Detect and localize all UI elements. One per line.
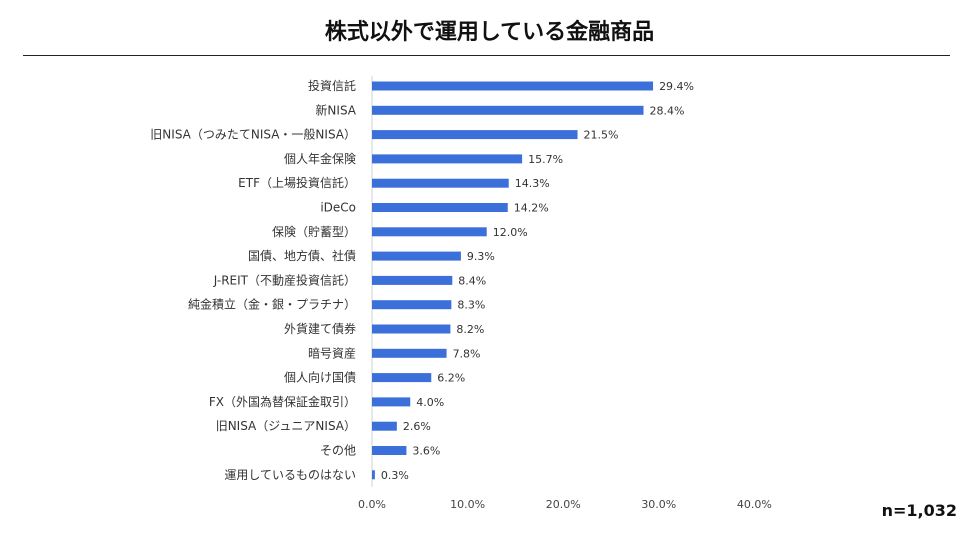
category-label: 純金積立（金・銀・プラチナ） bbox=[188, 297, 356, 312]
value-label: 8.2% bbox=[456, 323, 484, 336]
bar bbox=[372, 300, 452, 310]
value-labels: 29.4% 28.4% 21.5% 15.7% 14.3% 14.2% 12.0% 9.3% 8… bbox=[381, 80, 694, 482]
category-label: その他 bbox=[320, 444, 356, 458]
category-label: 個人年金保険 bbox=[284, 151, 356, 166]
value-label: 28.4% bbox=[650, 104, 685, 117]
bar bbox=[372, 275, 453, 285]
x-tick-label: 30.0% bbox=[641, 498, 676, 511]
category-label: 新NISA bbox=[315, 102, 356, 117]
category-label: iDeCo bbox=[320, 201, 356, 215]
bar bbox=[372, 178, 509, 188]
value-label: 6.2% bbox=[437, 372, 465, 385]
x-tick-labels: 0.0% 10.0% 20.0% 30.0% 40.0% bbox=[358, 498, 772, 511]
bar bbox=[372, 251, 461, 261]
bar bbox=[372, 203, 508, 212]
category-label: 国債、地方債、社債 bbox=[248, 248, 356, 263]
value-label: 21.5% bbox=[584, 129, 619, 142]
sample-size-note: n=1,032 bbox=[881, 501, 957, 520]
value-label: 7.8% bbox=[453, 347, 481, 360]
bar bbox=[372, 324, 451, 334]
value-label: 2.6% bbox=[403, 420, 431, 433]
category-label: ETF（上場投資信託） bbox=[238, 175, 356, 190]
x-tick-label: 0.0% bbox=[358, 498, 386, 511]
bar bbox=[372, 227, 487, 237]
value-label: 14.2% bbox=[514, 202, 549, 215]
category-label: 暗号資産 bbox=[308, 345, 356, 360]
category-label: 旧NISA（ジュニアNISA） bbox=[216, 419, 356, 433]
bar bbox=[372, 105, 644, 115]
bar bbox=[372, 154, 523, 164]
x-tick-label: 10.0% bbox=[450, 498, 485, 511]
value-label: 9.3% bbox=[467, 250, 495, 263]
category-label: 運用しているものはない bbox=[224, 468, 356, 482]
value-label: 3.6% bbox=[412, 445, 440, 458]
bar bbox=[372, 446, 407, 455]
value-label: 8.4% bbox=[458, 274, 486, 287]
category-label: 外貨建て債券 bbox=[284, 321, 356, 336]
bar bbox=[372, 130, 578, 140]
bar bbox=[372, 397, 411, 407]
category-label: 旧NISA（つみたてNISA・一般NISA） bbox=[150, 127, 356, 142]
value-label: 4.0% bbox=[416, 396, 444, 409]
category-label: 保険（貯蓄型） bbox=[272, 225, 356, 239]
bar bbox=[372, 81, 654, 91]
category-label: FX（外国為替保証金取引） bbox=[209, 394, 356, 409]
value-label: 14.3% bbox=[515, 177, 550, 190]
value-label: 15.7% bbox=[528, 153, 563, 166]
value-label: 0.3% bbox=[381, 469, 409, 482]
title-divider bbox=[23, 55, 950, 56]
bar bbox=[372, 373, 432, 383]
bar bbox=[372, 421, 397, 431]
category-label: 投資信託 bbox=[308, 78, 356, 93]
value-label: 12.0% bbox=[493, 226, 528, 239]
chart-title: 株式以外で運用している金融商品 bbox=[324, 20, 655, 45]
bar bbox=[372, 348, 447, 358]
category-label: 個人向け国債 bbox=[284, 370, 356, 385]
x-tick-label: 20.0% bbox=[546, 498, 581, 511]
value-label: 29.4% bbox=[659, 80, 694, 93]
bar bbox=[372, 470, 375, 480]
bars bbox=[372, 81, 654, 480]
x-tick-label: 40.0% bbox=[737, 498, 772, 511]
category-label: J-REIT（不動産投資信託） bbox=[213, 272, 356, 287]
value-label: 8.3% bbox=[457, 299, 485, 312]
